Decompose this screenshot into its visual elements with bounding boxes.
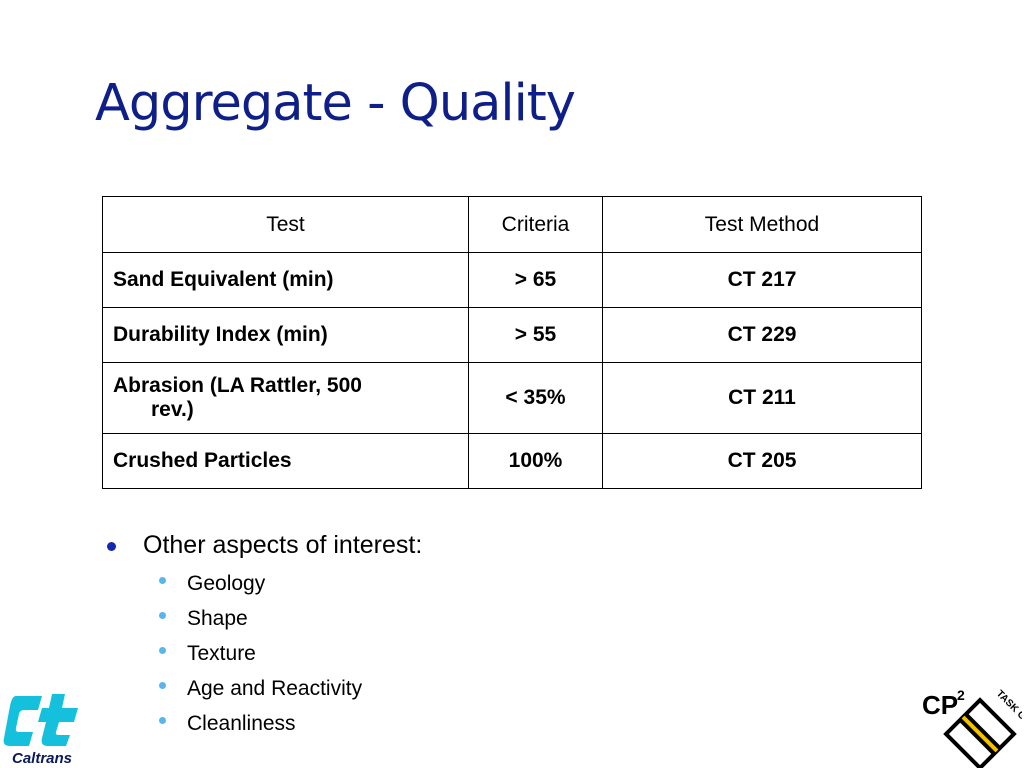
cell-test-method: CT 217 <box>602 252 922 308</box>
table-header-row: Test Criteria Test Method <box>102 196 922 253</box>
cell-test: Durability Index (min) <box>102 307 469 363</box>
caltrans-logo: Caltrans <box>3 694 78 766</box>
slide-title: Aggregate - Quality <box>95 74 576 133</box>
list-item: Texture <box>143 636 422 671</box>
cell-test-line2: rev.) <box>151 398 194 421</box>
cell-criteria: < 35% <box>468 362 603 434</box>
list-item: Geology <box>143 566 422 601</box>
sub-bullet-text: Geology <box>187 572 266 595</box>
cell-test: Abrasion (LA Rattler, 500 rev.) <box>102 362 469 434</box>
header-criteria: Criteria <box>468 196 603 253</box>
sub-bullet-dot-icon <box>159 717 166 724</box>
bullet-main-text: Other aspects of interest: <box>143 531 423 559</box>
sub-bullet-dot-icon <box>159 647 166 654</box>
cell-criteria: > 55 <box>468 307 603 363</box>
header-test-method: Test Method <box>602 196 922 253</box>
aggregate-quality-table: Test Criteria Test Method Sand Equivalen… <box>102 196 922 489</box>
cell-criteria: 100% <box>468 433 603 489</box>
list-item: Shape <box>143 601 422 636</box>
table-row: Crushed Particles 100% CT 205 <box>102 433 922 489</box>
list-item: Age and Reactivity <box>143 671 422 706</box>
sub-bullet-text: Shape <box>187 607 248 630</box>
cell-test-line1: Abrasion (LA Rattler, 500 <box>113 374 362 397</box>
table-row: Durability Index (min) > 55 CT 229 <box>102 307 922 363</box>
bullet-list: Other aspects of interest: Geology Shape… <box>105 530 422 741</box>
list-item: Other aspects of interest: Geology Shape… <box>105 530 422 741</box>
caltrans-wordmark: Caltrans <box>12 750 72 766</box>
cp-logo-superscript: 2 <box>957 687 965 703</box>
sub-bullet-dot-icon <box>159 577 166 584</box>
sub-bullet-list: Geology Shape Texture Age and Reactivity… <box>143 566 422 741</box>
sub-bullet-text: Texture <box>187 642 256 665</box>
cell-test-method: CT 229 <box>602 307 922 363</box>
sub-bullet-dot-icon <box>159 612 166 619</box>
sub-bullet-dot-icon <box>159 682 166 689</box>
cp-logo-text: CP <box>922 690 958 720</box>
table-row: Abrasion (LA Rattler, 500 rev.) < 35% CT… <box>102 362 922 434</box>
cell-test-method: CT 205 <box>602 433 922 489</box>
header-test: Test <box>102 196 469 253</box>
cell-test: Sand Equivalent (min) <box>102 252 469 308</box>
sub-bullet-text: Cleanliness <box>187 712 296 735</box>
sub-bullet-text: Age and Reactivity <box>187 677 363 700</box>
cp2-task-group-logo: CP 2 TASK GROUP <box>922 687 1022 768</box>
table-row: Sand Equivalent (min) > 65 CT 217 <box>102 252 922 308</box>
cell-criteria: > 65 <box>468 252 603 308</box>
list-item: Cleanliness <box>143 706 422 741</box>
cell-test-method: CT 211 <box>602 362 922 434</box>
bullet-dot-icon <box>107 542 116 551</box>
cell-test: Crushed Particles <box>102 433 469 489</box>
